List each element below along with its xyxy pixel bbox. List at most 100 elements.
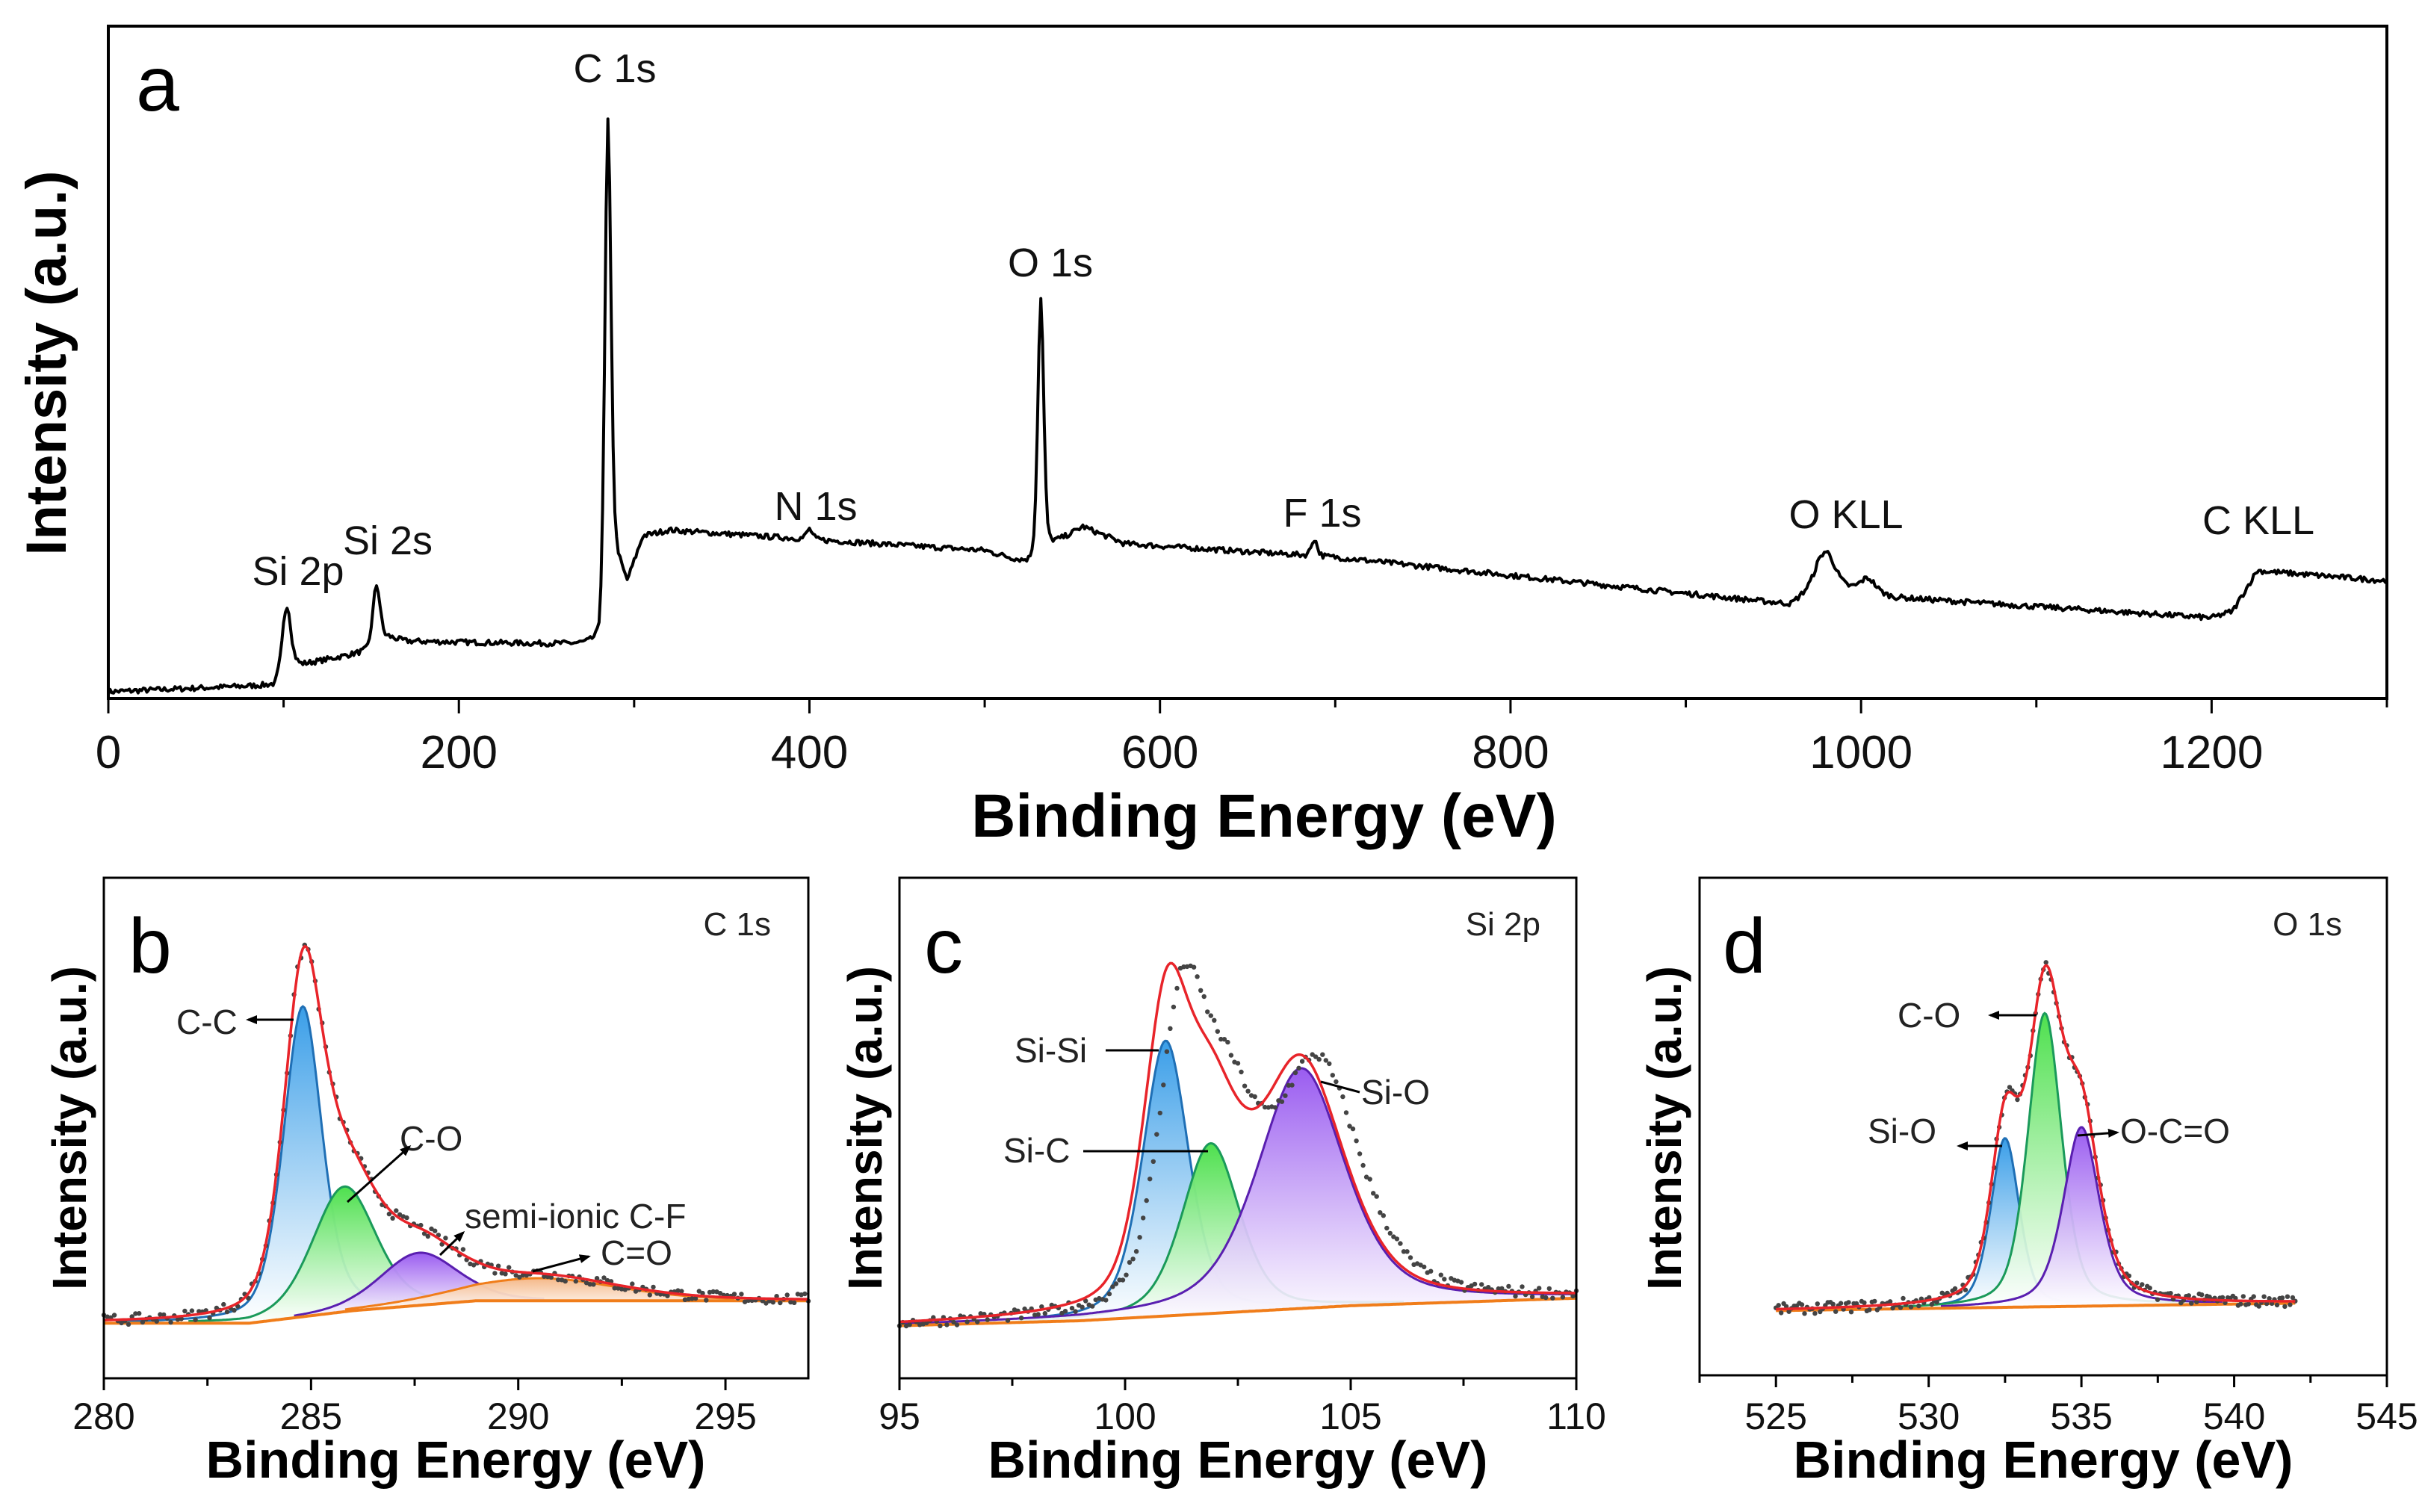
panel-c-x-axis-label: Binding Energy (eV) bbox=[988, 1431, 1488, 1489]
data-point bbox=[1327, 1061, 1332, 1067]
data-point bbox=[1208, 1013, 1214, 1018]
data-point bbox=[495, 1263, 501, 1268]
data-point bbox=[573, 1278, 578, 1284]
data-point bbox=[2140, 1282, 2145, 1287]
data-point bbox=[1117, 1277, 1122, 1283]
x-tick-label: 600 bbox=[1121, 727, 1198, 778]
data-point bbox=[619, 1286, 625, 1292]
data-point bbox=[1367, 1177, 1372, 1182]
panel-c-letter: c bbox=[924, 903, 963, 990]
component-label-semi-ionic-c-f: semi-ionic C-F bbox=[465, 1197, 686, 1236]
data-point bbox=[1150, 1159, 1156, 1165]
component-label-c-o: C-O bbox=[1898, 996, 1960, 1035]
data-point bbox=[1039, 1304, 1044, 1310]
data-point bbox=[2279, 1295, 2285, 1301]
data-point bbox=[1374, 1194, 1379, 1199]
panel-c-si2p-spectrum: 95 100 105 110 c Si 2p Si-Si Si-C Si-O Bind… bbox=[838, 876, 1606, 1489]
data-point bbox=[1499, 1286, 1505, 1292]
component-label-o-c-double-o: O-C=O bbox=[2120, 1112, 2230, 1150]
background-line bbox=[899, 1296, 1577, 1327]
data-point bbox=[1130, 1257, 1136, 1262]
panel-d-x-ticks: 525 530 535 540 545 bbox=[1698, 1375, 2418, 1437]
envelope-fit-line bbox=[899, 961, 1576, 1324]
data-point bbox=[492, 1271, 498, 1276]
data-point bbox=[1550, 1295, 1555, 1301]
data-point bbox=[2256, 1304, 2261, 1309]
peak-label-si2s: Si 2s bbox=[343, 518, 433, 563]
x-tick-label: 545 bbox=[2356, 1395, 2418, 1437]
data-point bbox=[517, 1274, 522, 1280]
data-point bbox=[731, 1292, 737, 1297]
peak-label-c1s: C 1s bbox=[573, 46, 656, 91]
data-point bbox=[1830, 1301, 1836, 1307]
data-point bbox=[563, 1278, 568, 1284]
data-point bbox=[1245, 1088, 1251, 1094]
data-point bbox=[665, 1293, 670, 1298]
data-point bbox=[1292, 1070, 1298, 1076]
data-point bbox=[1154, 1132, 1159, 1137]
data-point bbox=[2220, 1295, 2226, 1301]
data-point bbox=[764, 1301, 769, 1306]
data-point bbox=[1286, 1082, 1292, 1088]
data-point bbox=[1005, 1318, 1011, 1323]
data-point bbox=[1330, 1073, 1336, 1078]
data-point bbox=[1394, 1236, 1400, 1242]
data-point bbox=[1347, 1124, 1352, 1129]
component-fill-si-c bbox=[1018, 1143, 1404, 1323]
component-label-c-double-o: C=O bbox=[601, 1233, 672, 1272]
panel-d-o1s-spectrum: 525 530 535 540 545 d O 1s Si-O C-O O-C=O Bi… bbox=[1638, 876, 2418, 1489]
data-point bbox=[119, 1320, 124, 1326]
data-point bbox=[1381, 1213, 1387, 1218]
data-point bbox=[791, 1300, 797, 1306]
data-point bbox=[1776, 1303, 1781, 1308]
envelope-fit-line bbox=[104, 944, 809, 1322]
data-point bbox=[1401, 1249, 1407, 1254]
data-point bbox=[2189, 1301, 2194, 1306]
data-point bbox=[1898, 1305, 1904, 1310]
arrow-c-o bbox=[347, 1145, 412, 1203]
data-point bbox=[1289, 1082, 1295, 1088]
x-tick-label: 295 bbox=[694, 1395, 756, 1437]
data-point bbox=[390, 1215, 395, 1221]
data-point bbox=[189, 1308, 195, 1313]
data-point bbox=[975, 1319, 980, 1324]
data-point bbox=[1242, 1083, 1248, 1088]
data-point bbox=[404, 1215, 409, 1221]
data-point bbox=[179, 1316, 184, 1322]
panel-b-x-axis-label: Binding Energy (eV) bbox=[206, 1431, 706, 1489]
data-point bbox=[1035, 1312, 1041, 1317]
x-tick-label: 290 bbox=[487, 1395, 549, 1437]
data-point bbox=[2134, 1280, 2140, 1286]
data-point bbox=[1779, 1310, 1784, 1316]
background-line bbox=[104, 1299, 808, 1325]
x-tick-label: 280 bbox=[72, 1395, 134, 1437]
x-tick-label: 200 bbox=[421, 727, 498, 778]
data-point bbox=[158, 1312, 163, 1317]
data-point bbox=[1343, 1110, 1349, 1115]
annotation-arrows-c bbox=[1083, 1049, 1360, 1153]
component-fill-c-o bbox=[1894, 1013, 2196, 1310]
data-point bbox=[1141, 1215, 1146, 1221]
data-point bbox=[1529, 1294, 1535, 1300]
x-tick-label: 1200 bbox=[2160, 727, 2263, 778]
panel-d-letter: d bbox=[1723, 903, 1766, 990]
data-point bbox=[1908, 1304, 1914, 1310]
data-point bbox=[425, 1233, 430, 1239]
data-point bbox=[232, 1307, 237, 1313]
data-point bbox=[1073, 1309, 1078, 1314]
panel-b-letter: b bbox=[128, 903, 172, 990]
x-tick-label: 525 bbox=[1745, 1395, 1807, 1437]
data-point bbox=[1296, 1065, 1301, 1071]
component-label-c-c: C-C bbox=[176, 1003, 238, 1041]
x-tick-label: 100 bbox=[1094, 1395, 1156, 1437]
data-point bbox=[193, 1317, 198, 1322]
data-point bbox=[1537, 1286, 1542, 1291]
data-point bbox=[1069, 1306, 1075, 1311]
x-tick-label: 400 bbox=[771, 727, 848, 778]
data-point bbox=[1299, 1059, 1305, 1064]
component-fill-si-o bbox=[902, 1068, 1576, 1326]
data-point bbox=[1120, 1277, 1126, 1283]
data-point bbox=[1228, 1053, 1234, 1058]
data-point bbox=[1422, 1264, 1427, 1270]
data-point bbox=[1357, 1151, 1363, 1156]
